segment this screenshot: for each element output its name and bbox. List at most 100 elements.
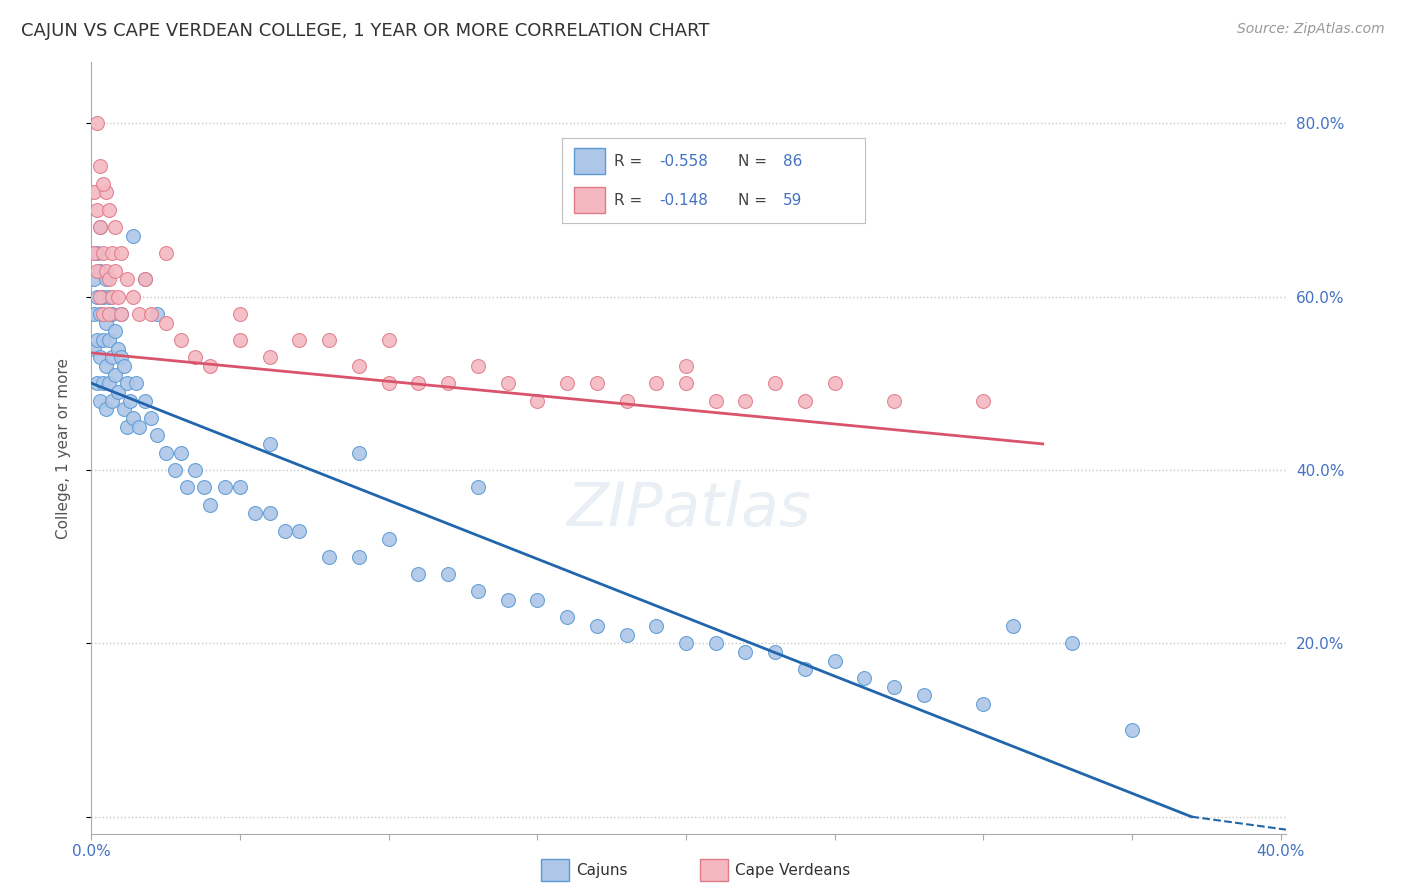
Point	[101, 307, 124, 321]
Point	[91, 177, 114, 191]
Point	[526, 593, 548, 607]
Point	[134, 272, 156, 286]
Point	[675, 359, 697, 373]
Text: R =: R =	[614, 153, 647, 169]
Point	[555, 376, 578, 391]
Point	[259, 350, 281, 364]
Point	[555, 610, 578, 624]
Point	[122, 228, 145, 243]
Point	[122, 289, 145, 303]
Point	[101, 350, 124, 364]
Point	[83, 272, 105, 286]
Point	[83, 246, 105, 260]
Point	[91, 333, 114, 347]
Point	[86, 333, 108, 347]
Point	[734, 645, 756, 659]
Point	[139, 410, 162, 425]
Point	[115, 419, 138, 434]
Point	[1121, 723, 1143, 737]
Point	[86, 202, 108, 217]
Point	[89, 307, 111, 321]
Point	[645, 376, 668, 391]
Point	[101, 289, 124, 303]
Point	[110, 350, 132, 364]
Point	[347, 359, 370, 373]
Point	[288, 333, 311, 347]
Point	[134, 393, 156, 408]
Text: R =: R =	[614, 193, 647, 208]
Point	[169, 333, 191, 347]
Point	[96, 316, 118, 330]
Point	[91, 246, 114, 260]
Point	[883, 393, 905, 408]
Point	[91, 376, 114, 391]
Text: 86: 86	[783, 153, 803, 169]
Point	[96, 359, 118, 373]
Point	[98, 289, 121, 303]
Point	[912, 688, 935, 702]
Point	[155, 246, 177, 260]
Point	[467, 584, 489, 599]
Point	[347, 549, 370, 564]
Point	[110, 307, 132, 321]
Point	[972, 393, 994, 408]
Point	[437, 376, 460, 391]
Point	[437, 566, 460, 581]
Point	[288, 524, 311, 538]
Point	[675, 376, 697, 391]
Point	[146, 428, 169, 442]
Point	[122, 410, 145, 425]
Point	[112, 402, 135, 417]
Point	[467, 480, 489, 494]
Point	[89, 220, 111, 235]
Point	[259, 437, 281, 451]
Point	[110, 246, 132, 260]
Point	[101, 246, 124, 260]
Text: -0.148: -0.148	[659, 193, 709, 208]
Point	[883, 680, 905, 694]
Point	[496, 593, 519, 607]
Point	[83, 186, 105, 200]
Point	[408, 566, 430, 581]
Point	[96, 186, 118, 200]
Point	[96, 263, 118, 277]
Text: N =: N =	[738, 153, 772, 169]
Point	[98, 202, 121, 217]
Point	[259, 506, 281, 520]
Point	[1001, 619, 1024, 633]
Point	[318, 549, 340, 564]
Point	[101, 393, 124, 408]
Point	[86, 263, 108, 277]
Point	[89, 350, 111, 364]
Point	[107, 384, 129, 399]
Point	[200, 498, 222, 512]
Text: 59: 59	[783, 193, 803, 208]
Point	[83, 342, 105, 356]
Point	[89, 393, 111, 408]
Point	[467, 359, 489, 373]
Point	[98, 333, 121, 347]
Point	[86, 116, 108, 130]
Point	[118, 393, 141, 408]
Point	[98, 272, 121, 286]
Point	[89, 263, 111, 277]
Text: Source: ZipAtlas.com: Source: ZipAtlas.com	[1237, 22, 1385, 37]
Point	[347, 445, 370, 459]
Point	[96, 402, 118, 417]
Point	[163, 463, 186, 477]
Point	[115, 272, 138, 286]
Point	[318, 333, 340, 347]
Point	[107, 289, 129, 303]
Point	[128, 419, 150, 434]
Point	[763, 376, 786, 391]
Point	[184, 463, 207, 477]
Point	[83, 307, 105, 321]
Point	[229, 480, 252, 494]
Point	[616, 393, 638, 408]
Point	[155, 316, 177, 330]
Point	[155, 445, 177, 459]
Point	[496, 376, 519, 391]
Point	[853, 671, 876, 685]
Point	[793, 393, 815, 408]
Point	[763, 645, 786, 659]
